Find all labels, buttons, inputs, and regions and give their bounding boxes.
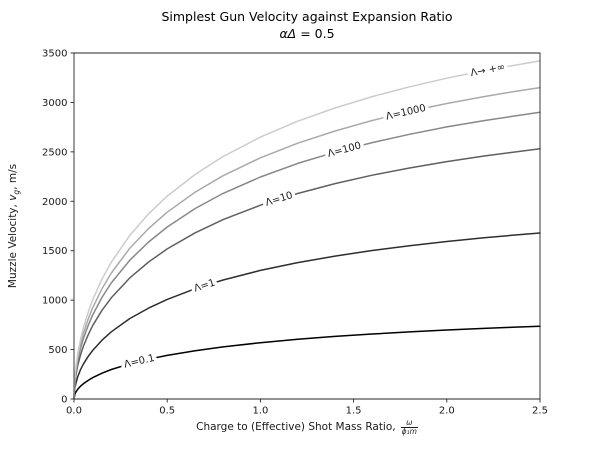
curve-label-lambda-1000: Λ=1000 [385, 103, 427, 123]
curve-lambda-0.1 [73, 325, 541, 400]
axes-spines [73, 52, 541, 400]
y-tick-label: 2000 [42, 197, 67, 208]
chart-title: Simplest Gun Velocity against Expansion … [161, 9, 453, 24]
x-axis-label-prefix: Charge to (Effective) Shot Mass Ratio, [196, 421, 396, 434]
y-tick-label: 3500 [42, 49, 67, 60]
chart-subtitle: αΔ = 0.5 [74, 26, 540, 41]
fraction-numerator: ω [400, 419, 418, 428]
y-tick-label: 1000 [42, 296, 67, 307]
y-axis-label-suffix: , m/s [6, 163, 19, 190]
curve-lambda-inf [73, 60, 541, 400]
curve-label-lambda-inf: Λ→ +∞ [470, 62, 507, 79]
x-tick-label: 0.5 [159, 406, 175, 417]
x-tick-label: 0.0 [66, 406, 82, 417]
y-tick-label: 3000 [42, 98, 67, 109]
curve-lambda-10 [73, 148, 541, 400]
y-axis-label-subscript: g [12, 189, 22, 195]
curve-lambda-1000 [73, 86, 541, 400]
curve-label-lambda-1: Λ=1 [193, 278, 217, 295]
y-axis-label-prefix: Muzzle Velocity, [6, 200, 19, 289]
chart-subtitle-greek: αΔ [279, 26, 297, 41]
curve-lambda-1 [73, 232, 541, 400]
fraction-denominator: ϕ₁m [401, 426, 417, 436]
chart-subtitle-rest: = 0.5 [296, 26, 335, 41]
x-axis-label: Charge to (Effective) Shot Mass Ratio, ω… [74, 419, 540, 436]
curve-label-lambda-100: Λ=100 [326, 140, 362, 160]
curve-lambda-100 [73, 111, 541, 400]
y-axis-label: Muzzle Velocity, vg, m/s [7, 164, 21, 288]
y-tick-label: 0 [61, 395, 67, 406]
curve-label-lambda-10: Λ=10 [264, 190, 294, 209]
x-axis-label-fraction: ω ϕ₁m [400, 419, 418, 436]
y-axis-label-variable: v [6, 194, 19, 201]
x-tick-label: 2.5 [532, 406, 548, 417]
x-tick-label: 1.5 [346, 406, 362, 417]
x-tick-label: 2.0 [439, 406, 455, 417]
x-tick-label: 1.0 [252, 406, 268, 417]
y-tick-label: 1500 [42, 246, 67, 257]
y-tick-label: 500 [48, 345, 67, 356]
y-tick-label: 2500 [42, 147, 67, 158]
curve-label-lambda-0.1: Λ=0.1 [123, 353, 156, 371]
